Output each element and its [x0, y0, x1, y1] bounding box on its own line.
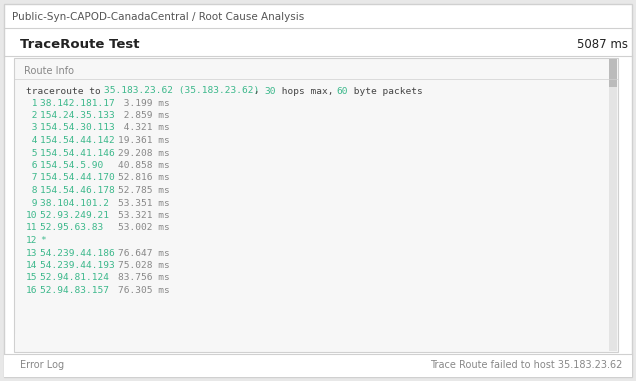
Text: ,: ,: [254, 86, 265, 96]
Bar: [14, 58, 618, 352]
Text: 53.002 ms: 53.002 ms: [118, 224, 169, 232]
Text: 15: 15: [26, 274, 38, 282]
Text: 54.239.44.193: 54.239.44.193: [40, 261, 120, 270]
Text: 154.54.46.178: 154.54.46.178: [40, 186, 120, 195]
Text: Error Log: Error Log: [20, 360, 64, 370]
Text: 4: 4: [26, 136, 38, 145]
Text: TraceRoute Test: TraceRoute Test: [20, 37, 139, 51]
Text: 154.54.5.90: 154.54.5.90: [40, 161, 120, 170]
Text: 154.54.44.170: 154.54.44.170: [40, 173, 120, 182]
Text: 53.321 ms: 53.321 ms: [118, 211, 169, 220]
Text: 54.239.44.186: 54.239.44.186: [40, 248, 120, 258]
Text: 83.756 ms: 83.756 ms: [118, 274, 169, 282]
Text: 154.54.44.142: 154.54.44.142: [40, 136, 120, 145]
Text: 52.93.249.21: 52.93.249.21: [40, 211, 120, 220]
Text: 5: 5: [26, 149, 38, 157]
Text: 9: 9: [26, 199, 38, 208]
Text: 2.859 ms: 2.859 ms: [118, 111, 169, 120]
Text: 35.183.23.62 (35.183.23.62): 35.183.23.62 (35.183.23.62): [104, 86, 259, 96]
Text: 76.647 ms: 76.647 ms: [118, 248, 169, 258]
Text: 52.816 ms: 52.816 ms: [118, 173, 169, 182]
Text: 154.54.41.146: 154.54.41.146: [40, 149, 120, 157]
Text: 40.858 ms: 40.858 ms: [118, 161, 169, 170]
Text: *: *: [40, 236, 46, 245]
Text: 38.104.101.2: 38.104.101.2: [40, 199, 120, 208]
Text: 3: 3: [26, 123, 38, 133]
Text: Trace Route failed to host 35.183.23.62: Trace Route failed to host 35.183.23.62: [430, 360, 622, 370]
Text: Public-Syn-CAPOD-CanadaCentral / Root Cause Analysis: Public-Syn-CAPOD-CanadaCentral / Root Ca…: [12, 12, 304, 22]
Text: 53.351 ms: 53.351 ms: [118, 199, 169, 208]
Text: 3.199 ms: 3.199 ms: [118, 99, 169, 107]
Text: 52.95.63.83: 52.95.63.83: [40, 224, 120, 232]
Bar: [15, 334, 609, 351]
Text: 38.142.181.17: 38.142.181.17: [40, 99, 120, 107]
Text: 10: 10: [26, 211, 38, 220]
Text: 13: 13: [26, 248, 38, 258]
Text: hops max,: hops max,: [276, 86, 339, 96]
Text: 75.028 ms: 75.028 ms: [118, 261, 169, 270]
Text: 1: 1: [26, 99, 38, 107]
Text: 8: 8: [26, 186, 38, 195]
Bar: [609, 59, 617, 351]
Text: 29.208 ms: 29.208 ms: [118, 149, 169, 157]
Text: 52.94.83.157: 52.94.83.157: [40, 286, 120, 295]
Text: traceroute to: traceroute to: [26, 86, 106, 96]
Text: 12: 12: [26, 236, 38, 245]
Text: 154.24.35.133: 154.24.35.133: [40, 111, 120, 120]
Text: 4.321 ms: 4.321 ms: [118, 123, 169, 133]
Text: 154.54.30.113: 154.54.30.113: [40, 123, 120, 133]
Text: 6: 6: [26, 161, 38, 170]
Text: 7: 7: [26, 173, 38, 182]
Text: 5087 ms: 5087 ms: [577, 37, 628, 51]
Text: 52.94.81.124: 52.94.81.124: [40, 274, 120, 282]
Text: 76.305 ms: 76.305 ms: [118, 286, 169, 295]
Text: 11: 11: [26, 224, 38, 232]
Text: 19.361 ms: 19.361 ms: [118, 136, 169, 145]
Text: Route Info: Route Info: [24, 66, 74, 76]
Text: 60: 60: [337, 86, 349, 96]
Bar: [4, 354, 632, 377]
Text: 30: 30: [265, 86, 276, 96]
Text: 2: 2: [26, 111, 38, 120]
Text: 16: 16: [26, 286, 38, 295]
Bar: [609, 59, 617, 87]
Text: 52.785 ms: 52.785 ms: [118, 186, 169, 195]
Text: 14: 14: [26, 261, 38, 270]
Text: byte packets: byte packets: [348, 86, 423, 96]
